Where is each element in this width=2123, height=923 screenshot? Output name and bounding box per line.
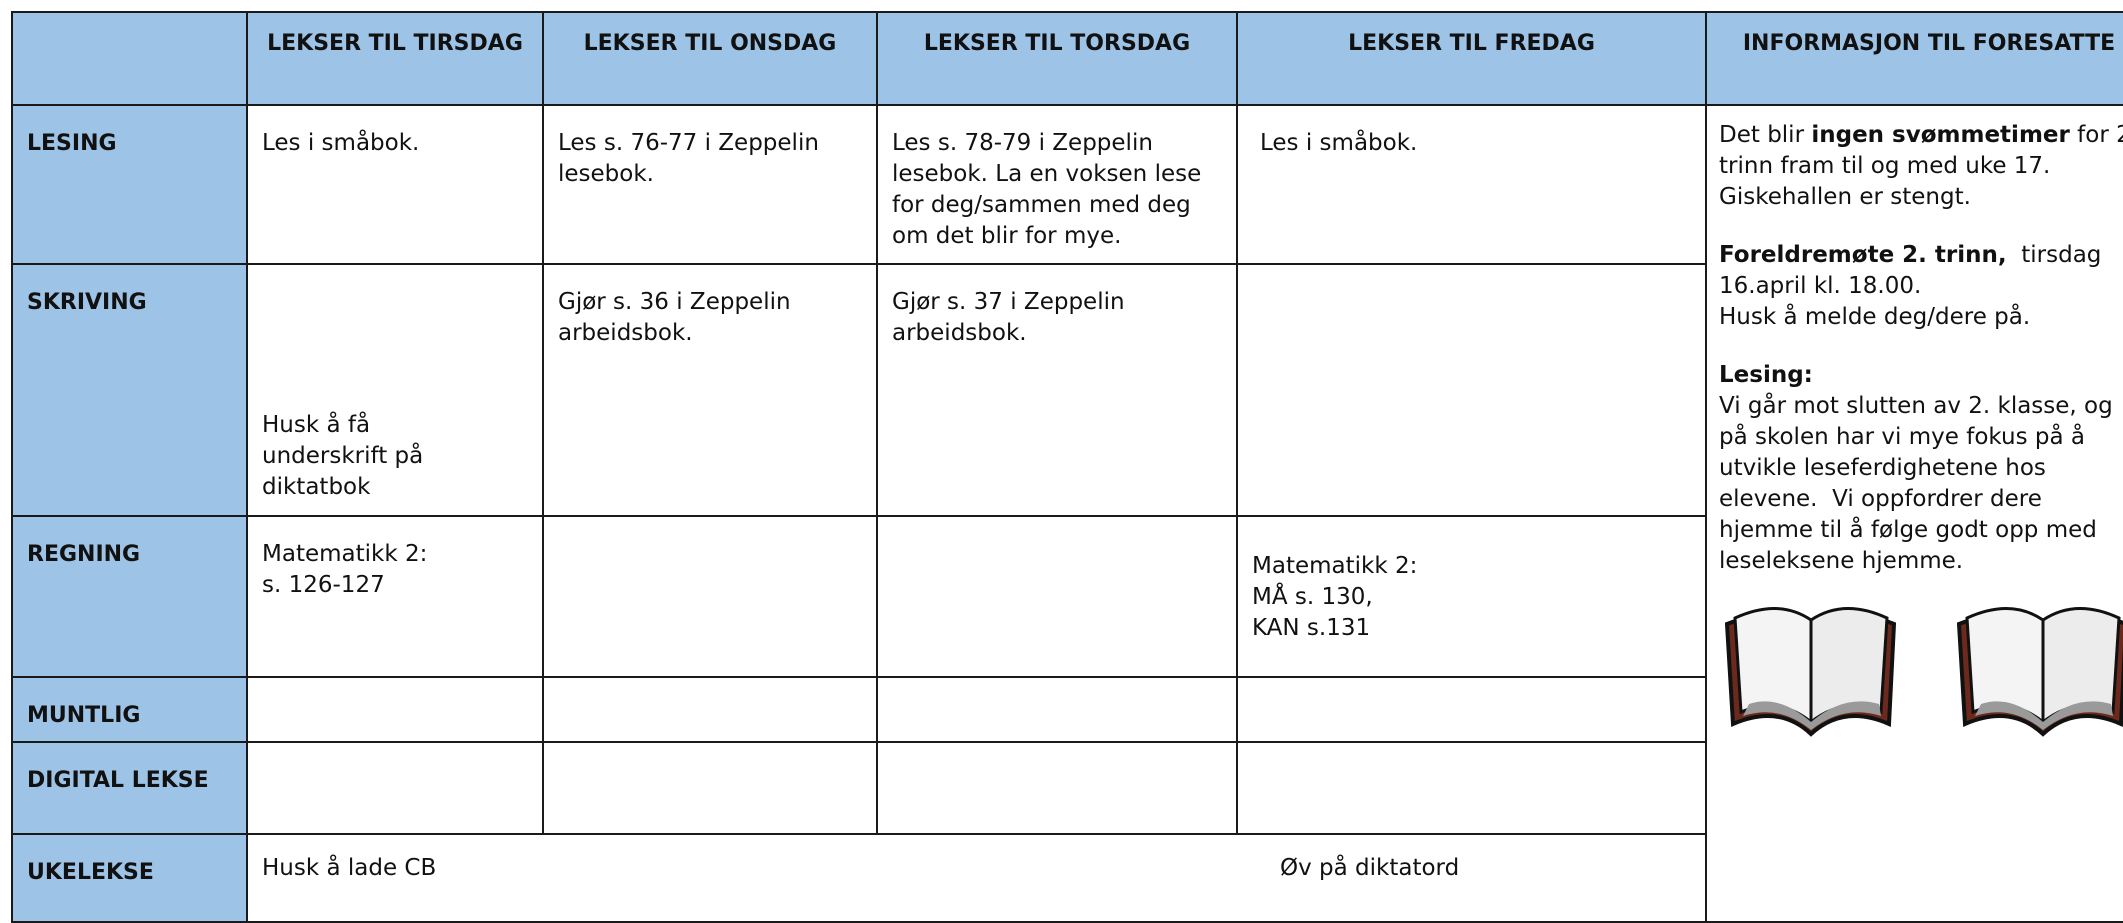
info-block: Foreldremøte 2. trinn, tirsdag 16.april … bbox=[1719, 240, 2123, 333]
book-icons bbox=[1724, 607, 2123, 737]
subject-row: REGNING Matematikk 2: s. 126-127 Matematik… bbox=[11, 515, 2123, 678]
row-label: DIGITAL LEKSE bbox=[11, 741, 248, 835]
row-label: UKELEKSE bbox=[11, 833, 248, 923]
info-line: Husk å melde deg/dere på. bbox=[1719, 302, 2123, 333]
homework-cell: Gjør s. 37 i Zeppelin arbeidsbok. bbox=[876, 263, 1238, 517]
homework-cell bbox=[876, 676, 1238, 743]
info-cell: Det blir ingen svømmetimer for 2. trinn … bbox=[1705, 104, 2123, 923]
subject-row: MUNTLIG bbox=[11, 676, 2123, 743]
homework-cell: Les i småbok. bbox=[246, 104, 544, 265]
info-text: tirsdag 16.april kl. 18.00. bbox=[1719, 242, 2109, 299]
week-row: UKELEKSE Husk å lade CB Øv på diktatord bbox=[11, 833, 2123, 923]
week-cell: Husk å lade CB Øv på diktatord bbox=[246, 833, 1707, 923]
corner-cell bbox=[11, 11, 248, 106]
column-header: LEKSER TIL TORSDAG bbox=[876, 11, 1238, 106]
info-block: Det blir ingen svømmetimer for 2. trinn … bbox=[1719, 120, 2123, 213]
homework-cell bbox=[876, 515, 1238, 678]
homework-cell: Les i småbok. bbox=[1236, 104, 1707, 265]
info-text: for 2. trinn fram til og med uke 17. Gis… bbox=[1719, 122, 2123, 210]
homework-cell: Les s. 76-77 i Zeppelin lesebok. bbox=[542, 104, 878, 265]
subject-row: SKRIVING Husk å få underskrift på diktatb… bbox=[11, 263, 2123, 517]
homework-cell bbox=[246, 741, 544, 835]
homework-cell bbox=[1236, 263, 1707, 517]
column-header: INFORMASJON TIL FORESATTE bbox=[1705, 11, 2123, 106]
info-line: Det blir ingen svømmetimer for 2. trinn … bbox=[1719, 120, 2123, 213]
homework-plan: LEKSER TIL TIRSDAG LEKSER TIL ONSDAG LEKSE… bbox=[11, 11, 2123, 923]
subject-row: DIGITAL LEKSE bbox=[11, 741, 2123, 835]
info-text: Foreldremøte 2. trinn, bbox=[1719, 242, 2007, 268]
row-label: MUNTLIG bbox=[11, 676, 248, 743]
plan-table: LEKSER TIL TIRSDAG LEKSER TIL ONSDAG LEKSE… bbox=[11, 11, 2123, 923]
header-row: LEKSER TIL TIRSDAG LEKSER TIL ONSDAG LEKSE… bbox=[11, 11, 2123, 106]
homework-cell bbox=[876, 741, 1238, 835]
book-icon bbox=[1724, 607, 1897, 737]
info-line: Foreldremøte 2. trinn, tirsdag 16.april … bbox=[1719, 240, 2123, 302]
info-text: Vi går mot slutten av 2. klasse, og på s… bbox=[1719, 393, 2121, 574]
homework-cell bbox=[1236, 676, 1707, 743]
homework-cell: Matematikk 2: s. 126-127 bbox=[246, 515, 544, 678]
info-text: Lesing: bbox=[1719, 362, 1813, 388]
info-text: Husk å melde deg/dere på. bbox=[1719, 304, 2031, 330]
row-label: SKRIVING bbox=[11, 263, 248, 517]
book-icon bbox=[1956, 607, 2123, 737]
subject-row: LESING Les i småbok. Les s. 76-77 i Zeppel… bbox=[11, 104, 2123, 923]
week-item: Øv på diktatord bbox=[1280, 855, 1460, 881]
row-label: REGNING bbox=[11, 515, 248, 678]
info-text: Det blir bbox=[1719, 122, 1812, 148]
homework-cell bbox=[1236, 741, 1707, 835]
homework-cell bbox=[542, 676, 878, 743]
info-line: Vi går mot slutten av 2. klasse, og på s… bbox=[1719, 391, 2123, 577]
homework-cell bbox=[246, 676, 544, 743]
homework-cell: Matematikk 2: MÅ s. 130, KAN s.131 bbox=[1236, 515, 1707, 678]
info-block: Lesing: Vi går mot slutten av 2. klasse, … bbox=[1719, 360, 2123, 577]
column-header: LEKSER TIL ONSDAG bbox=[542, 11, 878, 106]
homework-cell bbox=[542, 515, 878, 678]
homework-cell: Husk å få underskrift på diktatbok bbox=[246, 263, 544, 517]
homework-cell bbox=[542, 741, 878, 835]
row-label: LESING bbox=[11, 104, 248, 265]
info-text: ingen svømmetimer bbox=[1811, 122, 2070, 148]
column-header: LEKSER TIL FREDAG bbox=[1236, 11, 1707, 106]
homework-cell: Les s. 78-79 i Zeppelin lesebok. La en v… bbox=[876, 104, 1238, 265]
homework-cell: Gjør s. 36 i Zeppelin arbeidsbok. bbox=[542, 263, 878, 517]
week-item: Husk å lade CB bbox=[262, 855, 437, 881]
column-header: LEKSER TIL TIRSDAG bbox=[246, 11, 544, 106]
info-line: Lesing: bbox=[1719, 360, 2123, 391]
